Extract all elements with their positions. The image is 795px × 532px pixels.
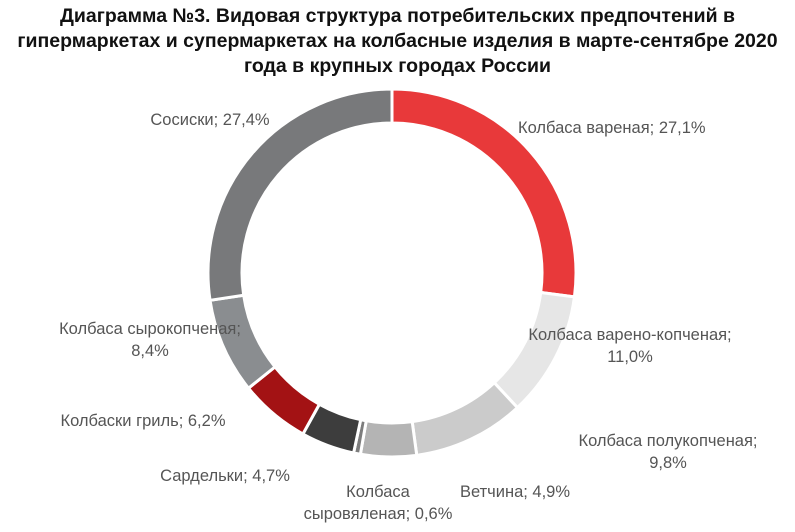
- slice-label-5: Колбаса сыровяленая; 0,6%: [304, 483, 453, 523]
- slice-9: [206, 87, 394, 303]
- slice-label-1: Колбаса вареная; 27,1%: [518, 119, 706, 137]
- slice-label-7: Колбаски гриль; 6,2%: [61, 412, 226, 430]
- slice-4: [358, 419, 419, 459]
- slice-label-6: Сардельки; 4,7%: [160, 467, 290, 485]
- slice-label-9: Сосиски; 27,4%: [150, 111, 270, 129]
- chart-title: Диаграмма №3. Видовая структура потребит…: [17, 5, 778, 77]
- slice-8: [208, 293, 278, 391]
- slice-3: [410, 380, 520, 458]
- slice-2: [492, 290, 577, 410]
- slice-label-4: Ветчина; 4,9%: [460, 483, 570, 501]
- slice-label-2: Колбаса варено-копченая; 11,0%: [528, 326, 731, 366]
- slice-label-8: Колбаса сырокопченая; 8,4%: [59, 320, 241, 360]
- slice-label-3: Колбаса полукопченая; 9,8%: [578, 432, 757, 472]
